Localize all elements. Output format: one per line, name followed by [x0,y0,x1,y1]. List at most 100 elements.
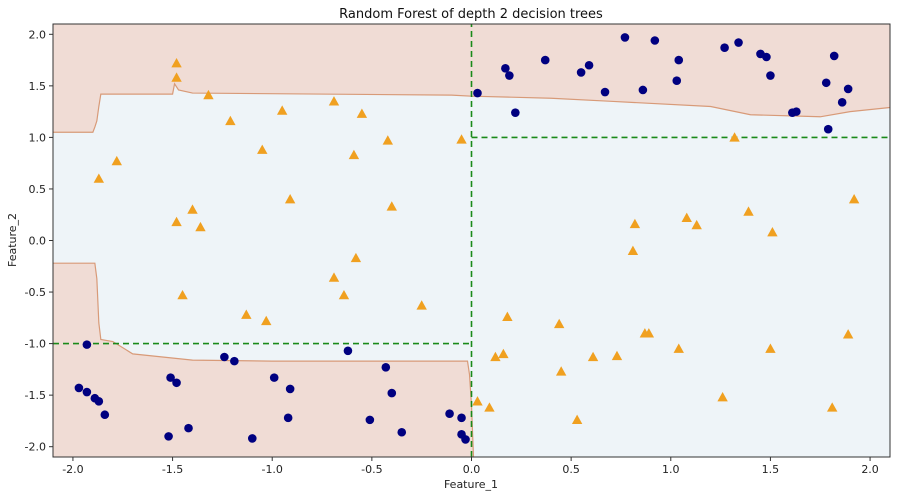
data-point-class-0 [100,410,110,420]
data-point-class-0 [230,356,239,366]
data-point-class-0 [269,373,279,382]
data-point-class-1 [729,132,740,142]
data-point-class-1 [261,315,272,326]
data-point-class-1 [386,201,397,211]
data-point-class-1 [765,343,776,353]
data-point-class-1 [848,194,860,204]
x-axis-label: Feature_1 [444,478,498,491]
data-point-class-1 [502,311,513,321]
data-point-class-0 [365,415,375,425]
data-point-class-0 [82,387,92,397]
data-point-class-0 [505,71,514,80]
decision-boundary-upper [53,82,890,133]
data-point-class-0 [82,340,92,349]
data-point-class-0 [473,88,482,98]
data-point-class-1 [627,245,639,255]
data-point-class-0 [734,38,743,47]
y-axis-label: Feature_2 [6,213,19,267]
x-tick-label: -1.0 [261,463,282,476]
data-point-class-1 [111,155,122,166]
data-point-class-1 [356,108,368,118]
data-point-class-1 [743,206,754,216]
data-point-class-1 [276,105,288,115]
data-point-class-1 [195,221,206,232]
data-point-class-1 [171,72,182,82]
data-point-class-1 [842,329,854,339]
data-point-class-0 [843,84,853,94]
data-point-class-0 [166,373,175,382]
data-point-class-1 [171,216,182,227]
x-tick-label: 0.0 [463,463,481,476]
y-tick-label: -1.0 [25,338,46,351]
y-tick-label: -2.0 [25,441,46,454]
x-tick-label: 1.5 [762,463,780,476]
data-point-class-1 [629,218,641,229]
data-point-class-0 [445,409,454,419]
data-point-class-1 [203,89,214,100]
data-point-class-1 [348,149,360,160]
data-point-class-0 [584,60,594,70]
data-point-class-1 [717,392,728,402]
data-point-class-1 [611,350,623,361]
data-point-class-0 [620,33,630,42]
data-point-class-0 [672,76,682,86]
data-point-class-0 [387,388,397,398]
decision-boundaries [53,82,890,457]
data-point-class-0 [576,68,586,77]
y-tick-label: -0.5 [25,286,46,299]
data-point-class-1 [767,227,778,237]
data-point-class-1 [171,57,182,68]
data-point-class-0 [511,108,520,117]
data-point-class-0 [638,85,648,95]
data-point-class-1 [328,272,340,282]
data-point-class-0 [343,346,353,356]
data-point-class-0 [220,352,229,362]
y-tick-label: 2.0 [29,28,47,41]
x-axis-ticks: -2.0 -1.5 -1.0 -0.5 0.0 0.5 1.0 1.5 2.0 [62,457,879,476]
data-point-class-1 [225,115,236,126]
data-point-class-0 [283,413,293,423]
data-point-class-1 [484,402,495,412]
x-tick-label: 2.0 [861,463,879,476]
data-point-class-1 [643,328,655,338]
data-point-class-1 [827,402,838,412]
data-point-class-1 [338,289,350,300]
data-point-class-0 [501,64,510,73]
data-point-class-0 [285,384,295,394]
x-tick-label: -2.0 [62,463,83,476]
data-point-class-0 [397,427,407,437]
data-point-class-1 [456,134,467,144]
data-point-class-1 [571,414,583,425]
data-point-class-0 [74,383,84,393]
data-point-class-1 [382,135,393,145]
data-point-class-0 [674,55,684,65]
data-point-class-0 [457,413,466,423]
data-point-class-1 [553,318,565,329]
data-point-class-1 [284,194,296,204]
data-point-class-1 [681,212,692,222]
data-point-class-0 [247,434,257,443]
data-point-class-0 [94,397,104,406]
data-point-class-1 [587,351,599,362]
data-point-class-1 [187,204,198,214]
data-point-class-0 [762,52,771,62]
split-lines [53,24,890,457]
y-tick-label: 1.0 [29,131,47,144]
data-point-class-0 [184,423,193,433]
x-tick-label: 0.5 [562,463,580,476]
x-tick-label: -1.5 [162,463,183,476]
data-points [74,33,860,444]
data-point-class-1 [555,366,567,376]
data-point-class-0 [381,363,391,372]
data-point-class-1 [673,343,684,353]
data-point-class-1 [416,300,427,310]
data-point-class-1 [498,348,509,359]
data-point-class-0 [823,124,833,134]
data-point-class-1 [472,396,483,406]
data-point-class-1 [93,173,105,183]
data-point-class-1 [490,351,501,362]
data-point-class-0 [650,36,660,45]
y-tick-label: 0.5 [29,183,47,196]
data-point-class-0 [821,78,831,88]
